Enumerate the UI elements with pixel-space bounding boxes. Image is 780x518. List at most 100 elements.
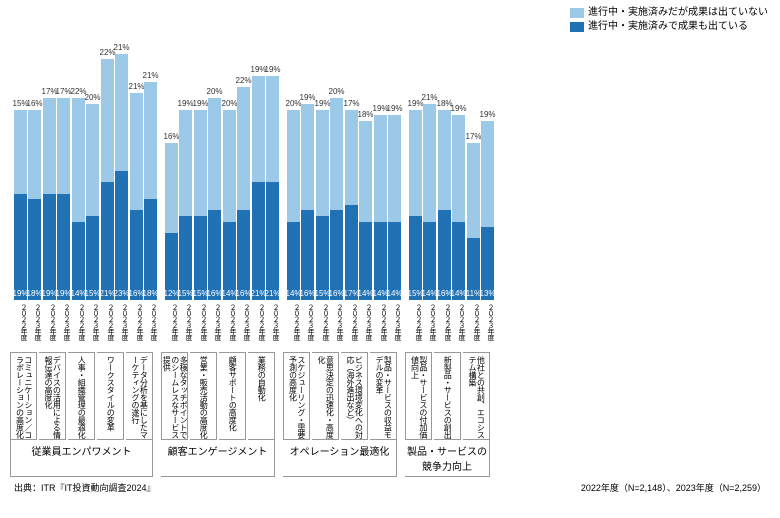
bar-column: 18%14%	[359, 121, 372, 300]
light-value-label: 19%	[299, 93, 315, 102]
dark-value-label: 14%	[357, 289, 373, 298]
bar-segment-light	[130, 93, 143, 211]
bar-segment-light	[101, 59, 114, 182]
subcategory-label: 人事・組織管理の最適化	[68, 352, 95, 440]
light-value-label: 16%	[163, 132, 179, 141]
bar-pair: 19%15%21%14%２０２２年度２０２３年度	[409, 40, 436, 350]
subcategory-label: データ分析を基にしたマーケティングの遂行	[126, 352, 153, 440]
bar-column: 17%11%	[467, 143, 480, 300]
year-label: ２０２２年度	[345, 304, 358, 350]
group-label: 顧客エンゲージメント	[161, 440, 275, 477]
year-label: ２０２３年度	[330, 304, 343, 350]
bar-segment-dark: 13%	[481, 227, 494, 300]
bar-column: 17%19%	[57, 98, 70, 300]
light-value-label: 21%	[421, 93, 437, 102]
bar-pair: 20%14%22%16%２０２２年度２０２３年度	[223, 40, 250, 350]
light-value-label: 16%	[26, 99, 42, 108]
bar-column: 20%16%	[208, 98, 221, 300]
source-text: 出典：ITR『IT投資動向調査2024』	[14, 481, 156, 494]
dark-value-label: 16%	[206, 289, 222, 298]
bar-segment-light	[194, 110, 207, 216]
bar-pair: 20%14%19%16%２０２２年度２０２３年度	[287, 40, 314, 350]
light-value-label: 19%	[314, 99, 330, 108]
year-label: ２０２２年度	[252, 304, 265, 350]
subcategory-label: 顧客サポートの高度化	[219, 352, 246, 440]
bar-column: 20%14%	[223, 110, 236, 300]
bar-segment-light	[237, 87, 250, 210]
subcategory-label: 業務の自動化	[248, 352, 275, 440]
year-label: ２０２２年度	[467, 304, 480, 350]
year-label: ２０２３年度	[86, 304, 99, 350]
bar-segment-dark: 23%	[115, 171, 128, 300]
bar-column: 21%14%	[423, 104, 436, 300]
bar-pair: 19%14%19%14%２０２２年度２０２３年度	[374, 40, 401, 350]
bar-column: 19%21%	[266, 76, 279, 300]
dark-value-label: 15%	[177, 289, 193, 298]
dark-value-label: 16%	[299, 289, 315, 298]
dark-value-label: 13%	[479, 289, 495, 298]
bar-segment-light	[28, 110, 41, 200]
subcategory-label: スケジューリング・需要予測の高度化	[283, 352, 310, 440]
subcategory-label: 新製品・サービスの創出	[434, 352, 461, 440]
bar-pair: 22%21%21%23%２０２２年度２０２３年度	[101, 40, 128, 350]
bar-segment-light	[481, 121, 494, 227]
bar-column: 15%19%	[14, 110, 27, 300]
bar-segment-light	[423, 104, 436, 222]
bar-segment-light	[301, 104, 314, 210]
year-label: ２０２３年度	[28, 304, 41, 350]
light-value-label: 17%	[465, 132, 481, 141]
bar-column: 21%23%	[115, 54, 128, 300]
year-label: ２０２２年度	[14, 304, 27, 350]
bar-segment-light	[467, 143, 480, 238]
year-label: ２０２３年度	[208, 304, 221, 350]
bar-segment-light	[409, 110, 422, 216]
year-label: ２０２２年度	[287, 304, 300, 350]
bar-column: 19%15%	[316, 110, 329, 300]
dark-value-label: 14%	[421, 289, 437, 298]
bar-pair: 17%11%19%13%２０２２年度２０２３年度	[467, 40, 494, 350]
group-label: 従業員エンパワメント	[10, 440, 153, 477]
bar-segment-dark: 21%	[266, 182, 279, 300]
subcategory-label: 営業・販売活動の高度化	[190, 352, 217, 440]
bar-segment-dark: 14%	[223, 222, 236, 300]
bar-segment-dark: 16%	[237, 210, 250, 300]
subcategory-label: ワークスタイルの変革	[97, 352, 124, 440]
group-label: 製品・サービスの競争力向上	[405, 440, 490, 477]
year-label: ２０２２年度	[409, 304, 422, 350]
bar-column: 19%14%	[452, 115, 465, 300]
light-value-label: 18%	[357, 110, 373, 119]
bar-segment-dark: 19%	[57, 194, 70, 300]
subcategory-axis: コミュニケーション／コラボレーションの高度化デバイスの活用による情報伝達の高度化…	[10, 352, 770, 440]
bar-segment-dark: 16%	[301, 210, 314, 300]
bar-pair: 15%19%16%18%２０２２年度２０２３年度	[14, 40, 41, 350]
bar-pair: 21%16%21%18%２０２２年度２０２３年度	[130, 40, 157, 350]
year-label: ２０２３年度	[266, 304, 279, 350]
bar-segment-dark: 16%	[438, 210, 451, 300]
legend-label: 進行中・実施済みで成果も出ている	[588, 20, 748, 34]
year-label: ２０２３年度	[481, 304, 494, 350]
year-label: ２０２２年度	[101, 304, 114, 350]
bar-segment-dark: 16%	[130, 210, 143, 300]
bar-pair: 19%15%20%16%２０２２年度２０２３年度	[194, 40, 221, 350]
bar-segment-dark: 18%	[144, 199, 157, 300]
bar-column: 20%15%	[86, 104, 99, 300]
bar-segment-dark: 14%	[287, 222, 300, 300]
dark-value-label: 18%	[142, 289, 158, 298]
bar-segment-dark: 16%	[208, 210, 221, 300]
year-label: ２０２２年度	[72, 304, 85, 350]
bar-pair: 17%17%18%14%２０２２年度２０２３年度	[345, 40, 372, 350]
bar-segment-dark: 21%	[252, 182, 265, 300]
bar-segment-dark: 16%	[330, 210, 343, 300]
bar-segment-light	[57, 98, 70, 193]
bar-column: 19%15%	[194, 110, 207, 300]
light-value-label: 20%	[328, 87, 344, 96]
legend: 進行中・実施済みだが成果は出ていない進行中・実施済みで成果も出ている	[570, 6, 768, 34]
light-value-label: 17%	[343, 99, 359, 108]
light-value-label: 20%	[206, 87, 222, 96]
bar-segment-light	[287, 110, 300, 222]
year-label: ２０２３年度	[359, 304, 372, 350]
bar-column: 20%16%	[330, 98, 343, 300]
bar-segment-light	[452, 115, 465, 221]
bar-segment-light	[266, 76, 279, 182]
bar-segment-dark: 19%	[14, 194, 27, 300]
